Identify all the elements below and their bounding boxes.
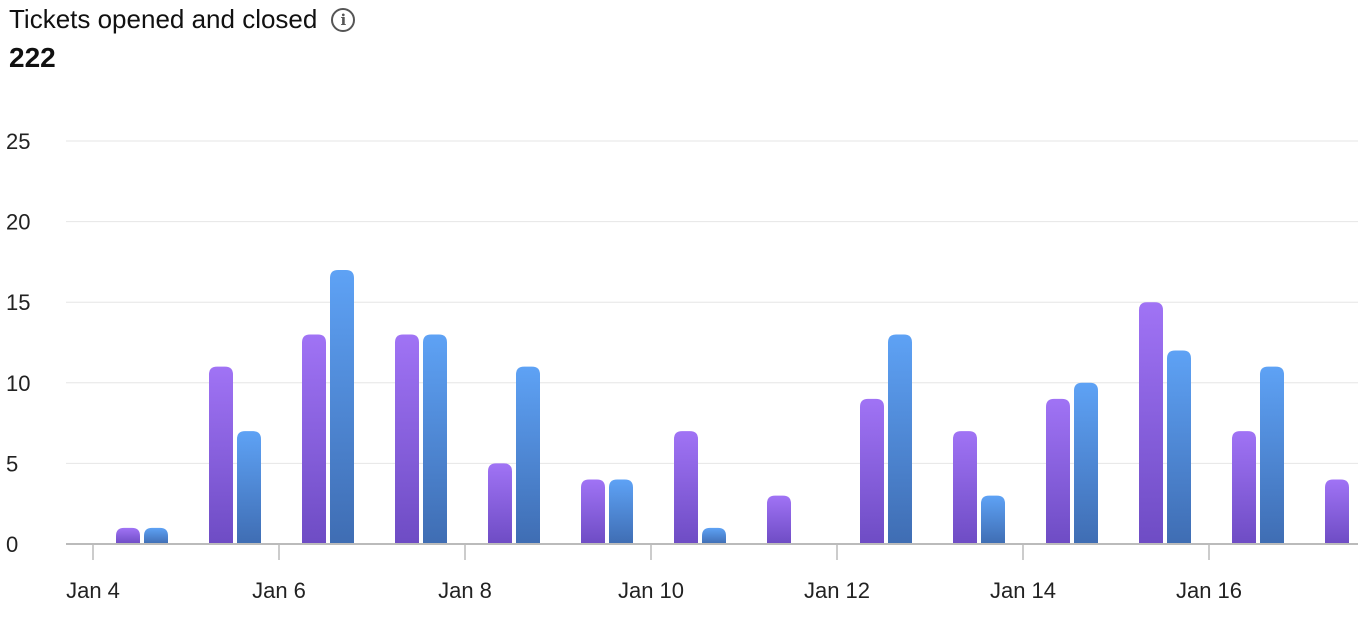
y-tick-label: 0 [6, 532, 18, 557]
y-tick-label: 15 [6, 290, 30, 315]
bar-closed [1167, 350, 1191, 544]
bar-closed [237, 431, 261, 544]
bar-opened [860, 398, 884, 544]
y-tick-label: 10 [6, 371, 30, 396]
x-tick-label: Jan 14 [990, 578, 1056, 603]
y-tick-label: 20 [6, 210, 30, 235]
bar-closed [609, 479, 633, 544]
y-tick-label: 25 [6, 129, 30, 154]
x-tick-label: Jan 16 [1176, 578, 1242, 603]
bar-opened [1139, 302, 1163, 544]
bar-opened [395, 334, 419, 544]
y-tick-label: 5 [6, 451, 18, 476]
bar-closed [702, 527, 726, 544]
bar-opened [1046, 398, 1070, 544]
bar-closed [516, 366, 540, 544]
bar-closed [330, 269, 354, 544]
bar-opened [767, 495, 791, 544]
bar-opened [674, 431, 698, 544]
chart-title: Tickets opened and closed i [9, 4, 356, 35]
x-tick-label: Jan 4 [66, 578, 120, 603]
bar-closed [1260, 366, 1284, 544]
bar-opened [209, 366, 233, 544]
info-circle-icon[interactable]: i [331, 7, 356, 32]
bar-closed [888, 334, 912, 544]
x-tick-label: Jan 12 [804, 578, 870, 603]
chart-title-text: Tickets opened and closed [9, 4, 318, 34]
x-tick-label: Jan 8 [438, 578, 492, 603]
bar-opened [116, 527, 140, 544]
x-tick-label: Jan 6 [252, 578, 306, 603]
bar-opened [302, 334, 326, 544]
x-tick-label: Jan 10 [618, 578, 684, 603]
bar-opened [1325, 479, 1349, 544]
bar-opened [581, 479, 605, 544]
bar-closed [144, 527, 168, 544]
bar-opened [953, 431, 977, 544]
bar-closed [423, 334, 447, 544]
bar-closed [981, 495, 1005, 544]
bar-opened [488, 463, 512, 544]
bar-opened [1232, 431, 1256, 544]
total-count: 222 [9, 42, 56, 73]
bar-closed [1074, 382, 1098, 544]
